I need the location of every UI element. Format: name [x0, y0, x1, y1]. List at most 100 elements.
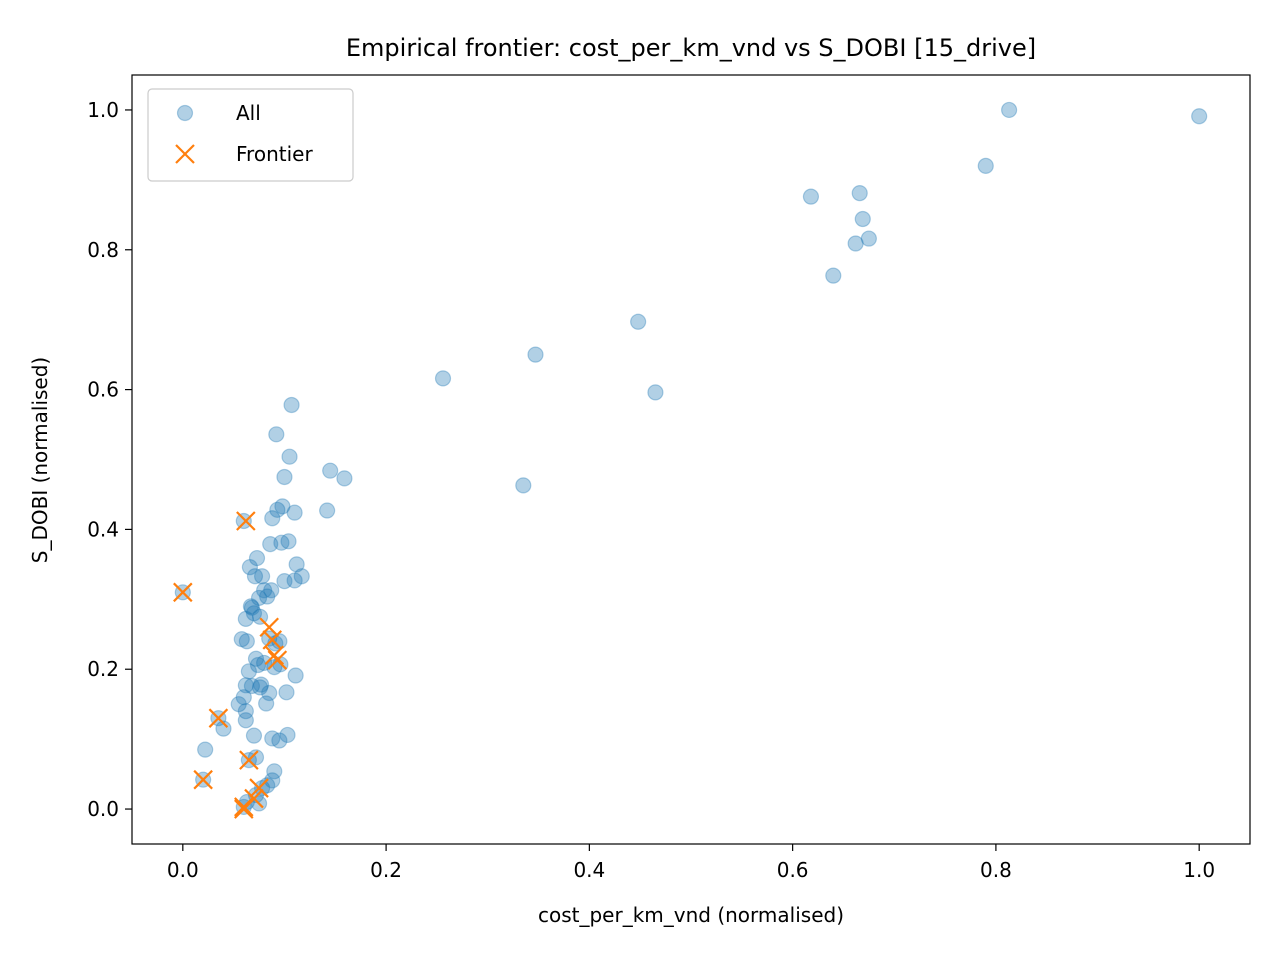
data-point-all [264, 510, 281, 527]
data-point-all [286, 504, 303, 521]
data-point-all [238, 633, 255, 650]
data-point-all [259, 588, 276, 605]
y-tick-label: 0.0 [87, 797, 119, 821]
y-tick-label: 0.6 [87, 378, 119, 402]
data-point-all [235, 689, 252, 706]
x-tick-label: 0.2 [370, 858, 402, 882]
data-point-all [237, 610, 254, 627]
data-point-all [286, 572, 303, 589]
data-point-all [251, 679, 269, 696]
data-point-all [283, 396, 300, 414]
data-point-all [263, 582, 280, 599]
data-point-all [860, 230, 877, 247]
data-point-all [259, 777, 276, 794]
data-point-all [273, 534, 290, 551]
data-point-all [271, 732, 288, 749]
y-tick-label: 0.8 [87, 238, 119, 262]
x-tick-label: 1.0 [1183, 858, 1215, 882]
y-tick-label: 0.4 [87, 517, 119, 541]
x-tick-label: 0.0 [167, 858, 199, 882]
x-tick-label: 0.6 [777, 858, 809, 882]
data-point-all [287, 667, 304, 684]
data-point-all [1001, 101, 1018, 119]
data-point-all [252, 676, 270, 693]
data-point-frontier [208, 708, 229, 728]
data-point-all [243, 599, 261, 616]
data-point-all [854, 210, 871, 228]
data-point-frontier [234, 797, 254, 817]
data-point-all [253, 779, 271, 797]
data-point-all [825, 267, 842, 284]
data-point-all [281, 448, 298, 465]
data-point-all [527, 346, 544, 363]
x-axis-label: cost_per_km_vnd (normalised) [538, 903, 844, 927]
data-point-frontier [234, 799, 254, 819]
data-point-all [240, 663, 257, 680]
data-point-all [237, 712, 254, 729]
data-point-all [280, 533, 297, 550]
data-point-all [246, 568, 264, 585]
data-point-all [256, 654, 273, 672]
plot-area-frame [131, 74, 1251, 845]
data-point-all [237, 703, 254, 720]
data-point-frontier [267, 650, 288, 670]
data-point-all [279, 726, 296, 744]
data-point-all [235, 512, 252, 530]
data-point-frontier [239, 750, 259, 770]
data-point-all [256, 582, 273, 599]
data-point-all [242, 598, 260, 615]
data-point-all [253, 568, 271, 585]
data-point-all [241, 559, 258, 576]
data-point-all [276, 573, 293, 590]
data-point-all [434, 370, 452, 387]
data-point-all [322, 462, 339, 479]
y-tick-label: 0.2 [87, 657, 119, 681]
data-point-all [266, 659, 283, 676]
data-point-all [230, 696, 247, 713]
data-point-all [233, 631, 250, 648]
data-point-all [264, 772, 281, 789]
data-point-all [977, 157, 994, 174]
data-point-all [630, 313, 647, 330]
data-point-all [261, 630, 278, 647]
data-point-all [276, 468, 293, 486]
data-point-frontier [264, 645, 285, 666]
data-point-all [851, 185, 868, 202]
data-point-all [237, 677, 254, 694]
data-point-all [245, 727, 263, 744]
data-point-all [245, 605, 263, 622]
legend-frame [147, 88, 354, 182]
legend-marker-frontier [175, 144, 195, 164]
chart-title: Empirical frontier: cost_per_km_vnd vs S… [346, 34, 1036, 62]
data-point-all [247, 650, 265, 667]
x-tick-label: 0.4 [573, 858, 605, 882]
x-axis-ticks: 0.0 0.2 0.4 0.6 0.8 1.0 [167, 844, 1215, 882]
y-axis-ticks: 0.0 0.2 0.4 0.6 0.8 1.0 [87, 98, 132, 821]
data-point-all [269, 501, 286, 518]
x-tick-label: 0.8 [980, 858, 1012, 882]
data-point-all [647, 384, 664, 401]
data-point-all [197, 741, 214, 758]
legend-marker-all [176, 104, 194, 122]
legend-label-all: All [236, 101, 261, 125]
data-point-all [278, 684, 295, 701]
data-point-all [293, 568, 310, 585]
data-point-all [258, 695, 275, 712]
data-point-all [262, 535, 279, 553]
data-point-all [243, 677, 261, 695]
data-point-frontier [236, 511, 256, 531]
y-axis-label: S_DOBI (normalised) [28, 357, 52, 563]
legend: All Frontier [147, 88, 354, 182]
data-point-all [1191, 108, 1208, 125]
data-point-frontier [173, 582, 193, 603]
data-point-all [847, 235, 864, 252]
data-point-all [268, 426, 285, 443]
data-point-all [264, 730, 281, 747]
legend-label-frontier: Frontier [236, 142, 313, 166]
data-point-all [319, 502, 336, 519]
data-point-all [515, 477, 532, 494]
data-point-all [288, 556, 305, 573]
series-frontier [173, 511, 288, 819]
data-point-all [249, 656, 267, 674]
